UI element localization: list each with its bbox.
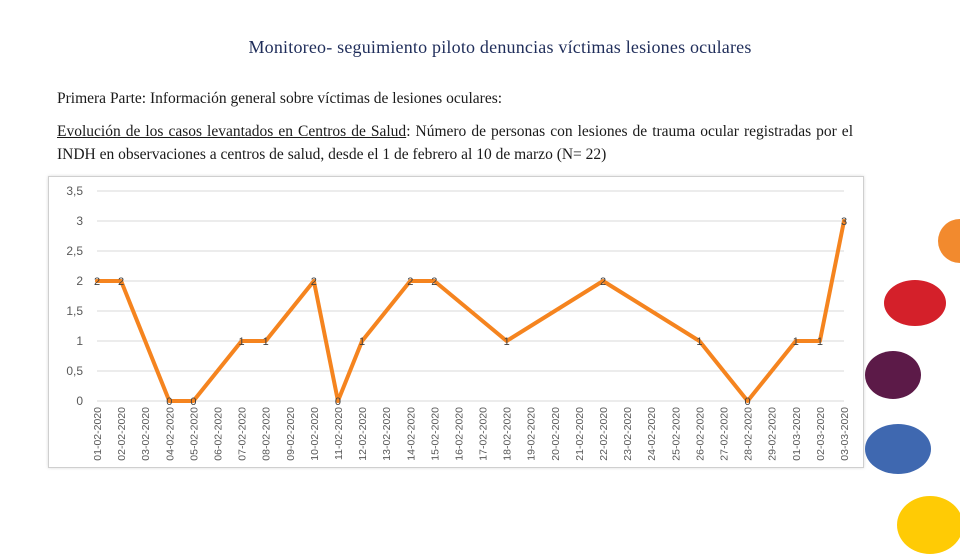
x-tick-label: 02-02-2020	[116, 407, 128, 461]
x-tick-label: 21-02-2020	[574, 407, 586, 461]
y-tick-label: 0,5	[66, 364, 83, 378]
decor-dot-purple	[865, 351, 921, 399]
slide-description: Evolución de los casos levantados en Cen…	[57, 120, 853, 166]
decor-dot-yellow	[897, 496, 960, 554]
data-label: 2	[311, 276, 317, 288]
x-tick-label: 26-02-2020	[694, 407, 706, 461]
x-tick-label: 23-02-2020	[622, 407, 634, 461]
x-tick-label: 12-02-2020	[357, 407, 369, 461]
desc-date-range: desde el 1 de febrero al 10 de marzo (N=…	[328, 146, 607, 163]
decor-dot-orange	[938, 219, 960, 263]
data-label: 1	[359, 336, 365, 348]
data-label: 1	[239, 336, 245, 348]
data-label: 2	[600, 276, 606, 288]
data-label: 0	[166, 396, 172, 408]
y-tick-label: 1,5	[66, 304, 83, 318]
slide-subtitle: Primera Parte: Información general sobre…	[57, 90, 503, 107]
slide-title: Monitoreo- seguimiento piloto denuncias …	[248, 37, 752, 57]
decor-dot-blue	[865, 424, 931, 474]
x-tick-label: 08-02-2020	[261, 407, 273, 461]
data-label: 1	[263, 336, 269, 348]
x-tick-label: 20-02-2020	[550, 407, 562, 461]
x-tick-label: 04-02-2020	[164, 407, 176, 461]
x-tick-label: 11-02-2020	[333, 407, 345, 460]
x-tick-label: 03-03-2020	[839, 407, 851, 461]
data-label: 0	[745, 396, 751, 408]
data-label: 2	[431, 276, 437, 288]
x-tick-label: 27-02-2020	[719, 407, 731, 461]
chart-container: 0 0,5 1 1,5 2 2,5 3 3,5 01-02-2020 02-02-2020 03-0…	[48, 176, 864, 468]
data-label: 1	[504, 336, 510, 348]
x-tick-label: 10-02-2020	[309, 407, 321, 461]
x-tick-label: 05-02-2020	[188, 407, 200, 461]
y-tick-label: 2,5	[66, 244, 83, 258]
x-tick-label: 22-02-2020	[598, 407, 610, 461]
x-tick-label: 06-02-2020	[212, 407, 224, 461]
data-label: 0	[190, 396, 196, 408]
data-label: 2	[94, 276, 100, 288]
x-tick-label: 19-02-2020	[526, 407, 538, 461]
x-tick-label: 09-02-2020	[285, 407, 297, 461]
line-chart: 0 0,5 1 1,5 2 2,5 3 3,5 01-02-2020 02-02-2020 03-0…	[66, 184, 851, 461]
x-tick-label: 03-02-2020	[140, 407, 152, 461]
x-tick-label: 24-02-2020	[646, 407, 658, 461]
data-label: 2	[118, 276, 124, 288]
y-tick-label: 3,5	[66, 184, 83, 198]
x-tick-label: 25-02-2020	[670, 407, 682, 461]
x-tick-label: 29-02-2020	[767, 407, 779, 461]
decor-dot-red	[884, 280, 946, 326]
x-tick-label: 01-03-2020	[791, 407, 803, 461]
desc-text: : Número de personas con lesiones de tra…	[57, 123, 853, 163]
series-line	[95, 219, 846, 403]
data-label: 1	[817, 336, 823, 348]
data-label: 1	[696, 336, 702, 348]
y-tick-label: 1	[76, 334, 83, 348]
x-tick-label: 07-02-2020	[237, 407, 249, 461]
data-label: 1	[793, 336, 799, 348]
x-tick-label: 14-02-2020	[405, 407, 417, 461]
desc-underlined: Evolución de los casos levantados en Cen…	[57, 123, 407, 140]
data-label: 2	[407, 276, 413, 288]
x-tick-label: 02-03-2020	[815, 407, 827, 461]
data-label: 0	[335, 396, 341, 408]
x-tick-label: 28-02-2020	[743, 407, 755, 461]
x-tick-label: 18-02-2020	[502, 407, 514, 461]
x-tick-label: 17-02-2020	[478, 407, 490, 461]
data-label: 3	[841, 216, 847, 228]
x-tick-label: 13-02-2020	[381, 407, 393, 461]
x-tick-label: 16-02-2020	[453, 407, 465, 461]
x-tick-label: 01-02-2020	[92, 407, 104, 461]
x-tick-label: 15-02-2020	[429, 407, 441, 461]
y-tick-label: 3	[76, 214, 83, 228]
y-tick-label: 2	[76, 274, 83, 288]
y-tick-label: 0	[76, 394, 83, 408]
